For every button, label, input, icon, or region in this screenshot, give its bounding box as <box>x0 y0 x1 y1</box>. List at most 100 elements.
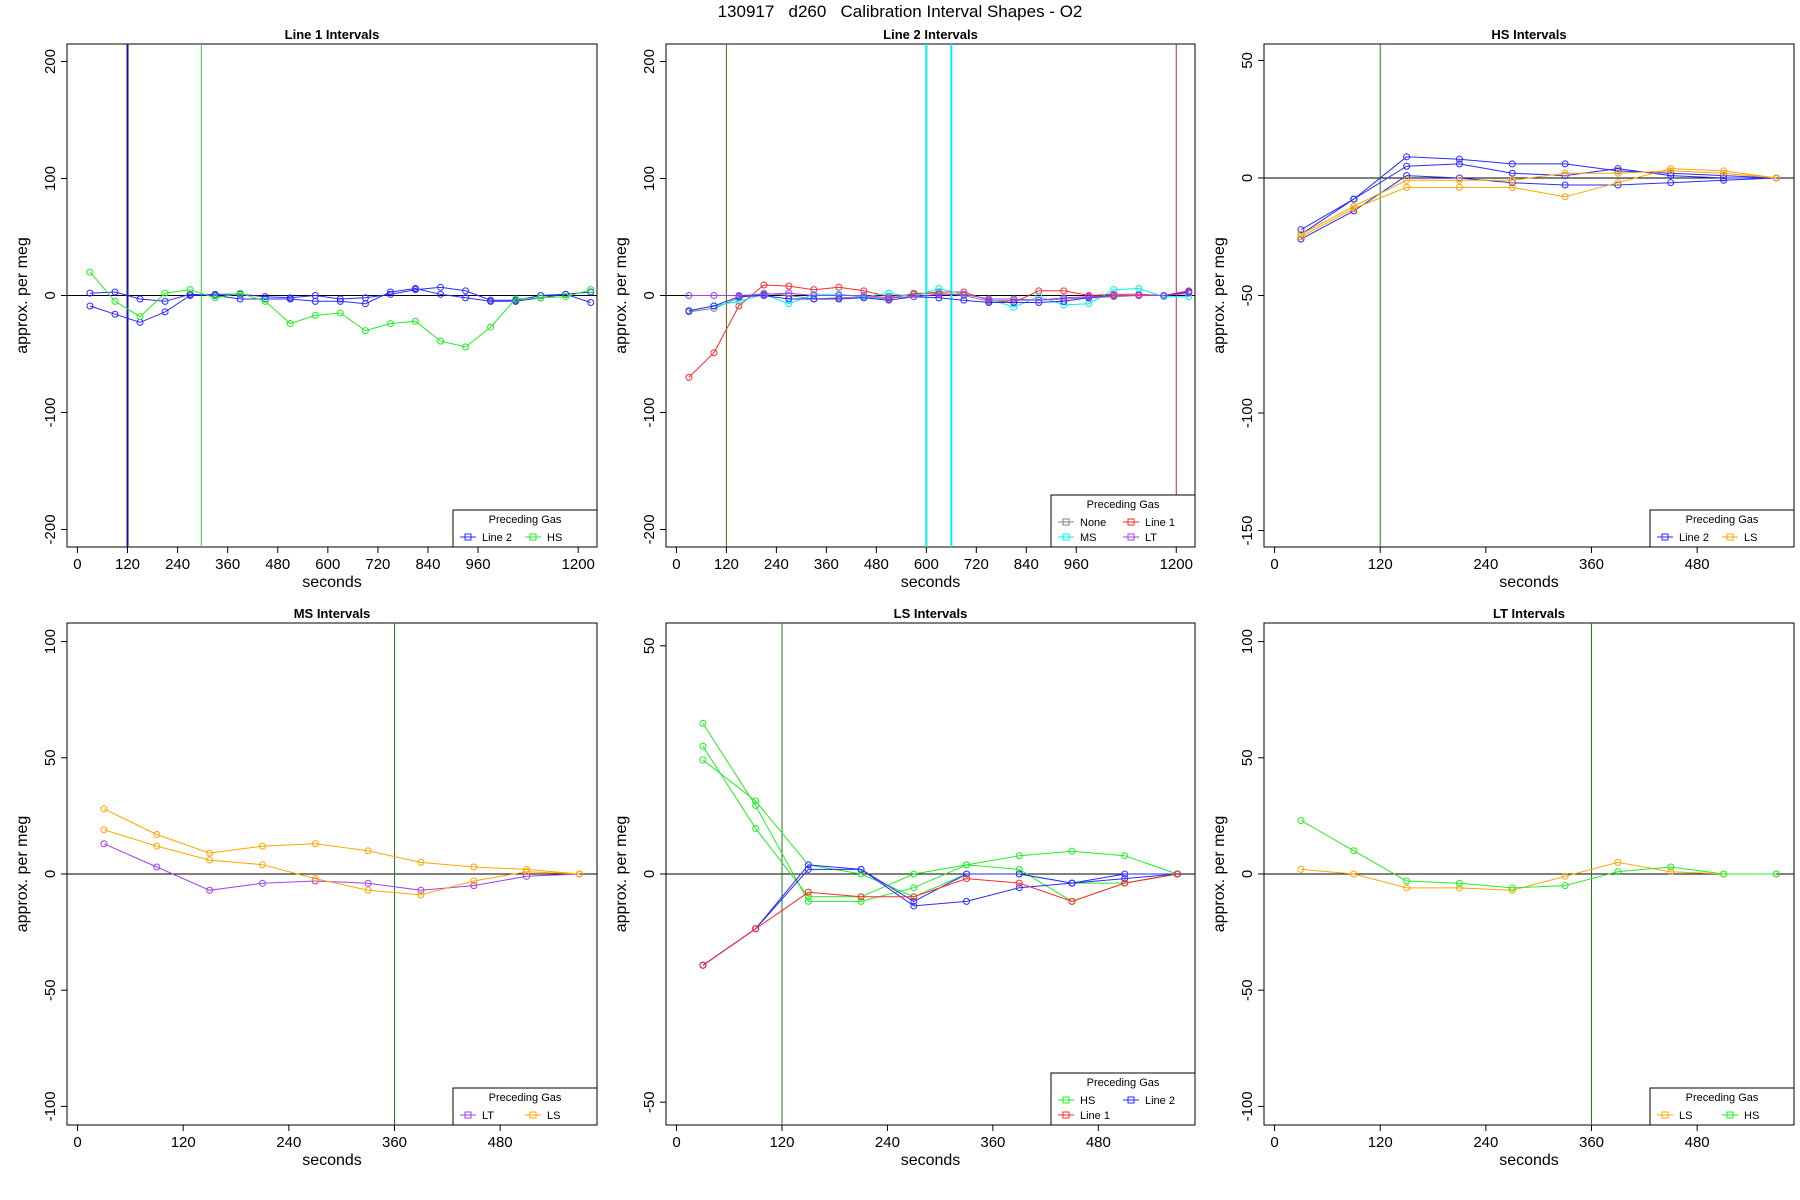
data-point <box>1720 172 1728 180</box>
legend-entry-label: LS <box>1744 532 1757 544</box>
x-tick-label: 360 <box>215 556 240 573</box>
data-point <box>1614 169 1622 177</box>
data-point <box>1297 817 1305 825</box>
data-point <box>1508 183 1516 191</box>
y-tick-label: 0 <box>641 870 658 878</box>
data-point <box>835 292 843 299</box>
y-tick-label: 100 <box>1239 629 1256 654</box>
data-point <box>1403 183 1411 191</box>
data-point <box>857 870 865 878</box>
data-point <box>885 296 893 304</box>
data-point <box>1121 852 1129 860</box>
data-point <box>1720 167 1728 175</box>
y-tick-label: 0 <box>42 291 59 299</box>
legend-swatch-marker <box>1726 533 1734 541</box>
data-point <box>1121 870 1129 878</box>
data-point <box>206 849 214 857</box>
data-point <box>1060 297 1068 305</box>
data-point <box>1297 230 1305 238</box>
data-point <box>910 893 918 901</box>
data-point <box>236 289 244 297</box>
data-point <box>785 282 793 290</box>
data-point <box>386 288 394 296</box>
data-point <box>1297 226 1305 234</box>
y-tick-label: -100 <box>1239 1091 1256 1121</box>
data-point <box>537 292 545 299</box>
data-point <box>286 320 294 328</box>
data-point <box>752 802 760 810</box>
data-point <box>186 286 194 294</box>
y-axis-label: approx. per meg <box>613 816 630 933</box>
series-line <box>1300 175 1777 240</box>
y-tick-label: -200 <box>42 514 59 544</box>
data-point <box>752 797 760 805</box>
y-tick-label: 50 <box>641 637 658 654</box>
data-point <box>1561 181 1569 189</box>
series-line <box>702 873 1178 966</box>
data-point <box>710 292 718 299</box>
data-point <box>1667 169 1675 177</box>
data-point <box>462 343 470 351</box>
series-line <box>688 292 1189 301</box>
data-point <box>1350 847 1358 855</box>
data-point <box>537 294 545 302</box>
data-point <box>136 313 144 321</box>
data-point <box>935 290 943 298</box>
data-point <box>336 295 344 303</box>
data-point <box>1561 872 1569 880</box>
data-point <box>206 856 214 864</box>
data-point <box>1068 897 1076 905</box>
data-point <box>364 886 372 894</box>
data-point <box>1772 174 1780 182</box>
data-point <box>1121 879 1129 887</box>
data-point <box>1455 183 1463 191</box>
x-tick-label: 120 <box>714 556 739 573</box>
x-tick-label: 480 <box>488 1134 513 1151</box>
y-tick-label: 100 <box>641 166 658 191</box>
series-line <box>103 808 580 875</box>
x-tick-label: 240 <box>764 556 789 573</box>
x-tick-label: 360 <box>980 1134 1005 1151</box>
data-point <box>111 288 119 296</box>
data-point <box>261 295 269 303</box>
series-line <box>1300 820 1777 889</box>
data-point <box>470 863 478 871</box>
x-tick-label: 480 <box>1685 556 1710 573</box>
data-point <box>1667 863 1675 871</box>
data-point <box>1121 875 1129 883</box>
data-point <box>985 295 993 303</box>
data-point <box>1667 868 1675 876</box>
legend-swatch-marker <box>1661 533 1669 541</box>
x-tick-label: 120 <box>1368 556 1393 573</box>
data-point <box>1010 295 1018 303</box>
data-point <box>512 295 520 303</box>
series-line <box>103 843 580 891</box>
data-point <box>963 897 971 905</box>
data-point <box>804 897 812 905</box>
x-tick-label: 240 <box>276 1134 301 1151</box>
legend-swatch-marker <box>1127 533 1135 541</box>
x-axis-label: seconds <box>1499 574 1559 591</box>
x-tick-label: 120 <box>769 1134 794 1151</box>
data-point <box>1455 884 1463 892</box>
data-point <box>1561 172 1569 180</box>
data-point <box>710 349 718 357</box>
data-point <box>437 283 445 291</box>
legend-entry-label: HS <box>1744 1110 1759 1122</box>
data-point <box>161 289 169 297</box>
y-tick-label: 200 <box>641 49 658 74</box>
chart-panel: Line 1 Intervals 0 120 240 360 480 600 720 840 96… <box>14 27 598 591</box>
chart-panel: Line 2 Intervals 0 120 240 360 480 600 720 840 96… <box>613 27 1196 591</box>
data-point <box>136 295 144 303</box>
data-point <box>752 824 760 832</box>
x-tick-label: 360 <box>1579 1134 1604 1151</box>
data-point <box>361 294 369 302</box>
legend-swatch-marker <box>529 1111 537 1119</box>
data-point <box>960 290 968 298</box>
data-point <box>100 840 108 848</box>
data-point <box>885 294 893 302</box>
legend: Preceding Gas None Line 1 MS LT <box>1050 494 1196 548</box>
data-point <box>810 292 818 299</box>
data-point <box>261 293 269 301</box>
